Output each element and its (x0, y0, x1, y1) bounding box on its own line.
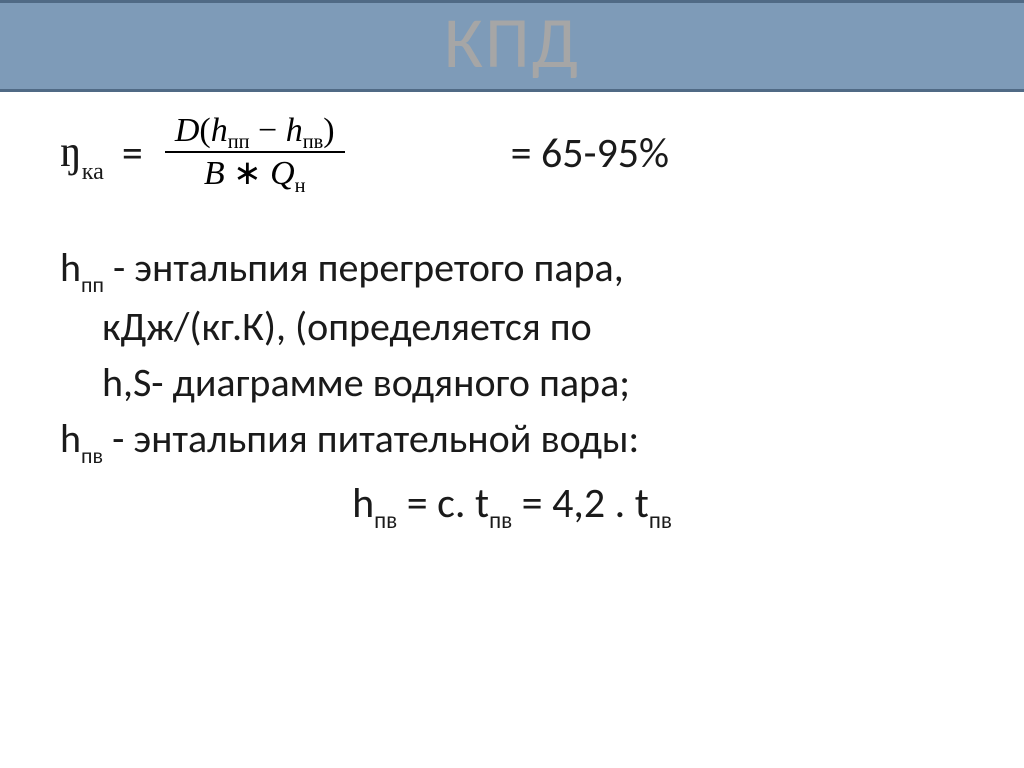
var-hpp: hпп (60, 243, 113, 292)
fraction: D(hпп − hпв) B ∗ Qн (165, 112, 345, 193)
eta-symbol: ŋка (60, 124, 104, 184)
bottom-formula: hпв = с. tпв = 4,2 . tпв (60, 478, 964, 534)
def-hpv-line: hпв - энтальпия питательной воды: (60, 414, 964, 468)
content-area: ŋка = D(hпп − hпв) B ∗ Qн = 65-95% hпп -… (0, 92, 1024, 534)
page-title: КПД (444, 7, 580, 79)
equals-1: = (122, 128, 143, 181)
denominator: B ∗ Qн (204, 153, 306, 192)
efficiency-formula: ŋка = D(hпп − hпв) B ∗ Qн = 65-95% (60, 114, 964, 195)
result-value: = 65-95% (511, 128, 669, 181)
var-hpv: hпв (60, 414, 112, 463)
title-bar: КПД (0, 0, 1024, 92)
def-hpp-line1: hпп - энтальпия перегретого пара, (60, 243, 964, 297)
numerator: D(hпп − hпв) (165, 112, 345, 153)
def-hpp-line2: кДж/(кг.К), (определяется по (60, 302, 964, 352)
def-hpp-line3: h,S- диаграмме водяного пара; (60, 358, 964, 408)
